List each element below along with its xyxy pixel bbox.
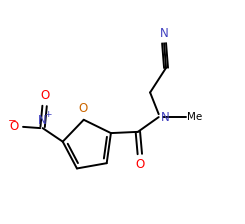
Text: N: N <box>161 111 169 124</box>
Text: −: − <box>8 116 17 127</box>
Text: O: O <box>78 102 87 115</box>
Text: O: O <box>9 120 19 133</box>
Text: O: O <box>40 89 49 102</box>
Text: N: N <box>160 27 169 40</box>
Text: O: O <box>135 158 145 171</box>
Text: +: + <box>44 110 52 119</box>
Text: Me: Me <box>187 112 202 122</box>
Text: N: N <box>38 114 47 127</box>
